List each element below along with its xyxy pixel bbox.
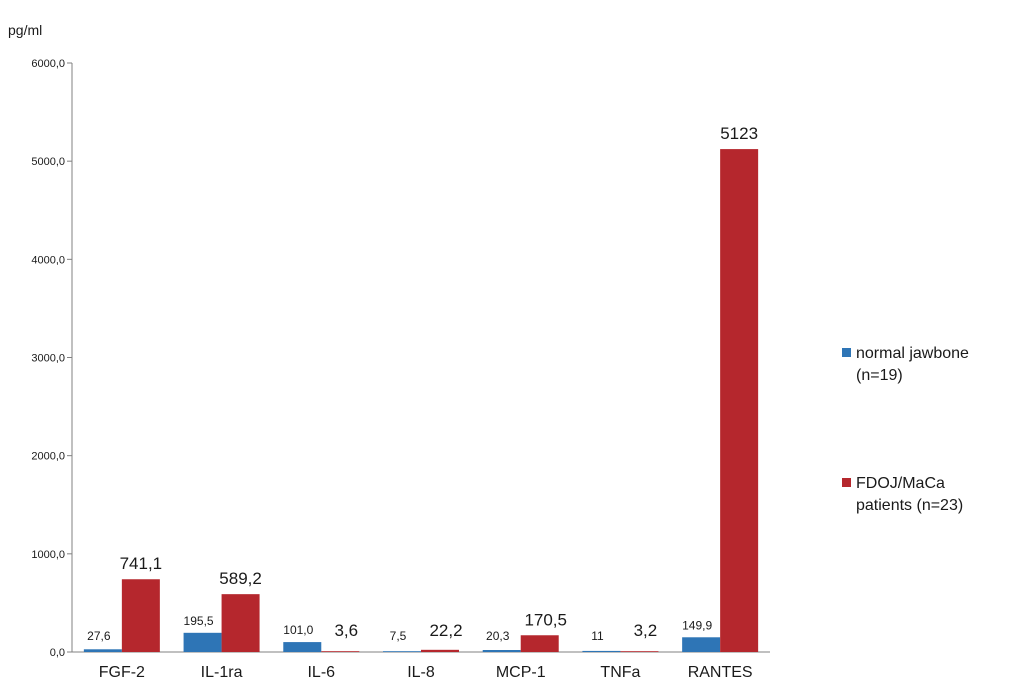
bar-fdoj-il-1ra	[221, 594, 260, 652]
data-label: 195,5	[184, 614, 214, 628]
y-tick-label: 6000,0	[31, 58, 65, 70]
category-label: RANTES	[688, 664, 753, 681]
legend-entry-text: (n=19)	[856, 367, 903, 384]
category-label: IL-8	[407, 664, 435, 681]
bar-fdoj-fgf-2	[121, 579, 160, 652]
bar-fdoj-il-8	[421, 649, 459, 652]
legend-entry-text: FDOJ/MaCa	[856, 475, 945, 492]
legend-swatch	[842, 348, 851, 357]
category-label: TNFa	[600, 664, 640, 681]
bar-normal-rantes	[682, 637, 721, 652]
data-label: 3,2	[634, 621, 658, 640]
y-tick-label: 5000,0	[31, 156, 65, 168]
y-tick-label: 0,0	[50, 647, 65, 659]
bar-normal-il-8	[383, 651, 421, 652]
legend: normal jawbone (n=19) FDOJ/MaCa patients (n…	[842, 345, 969, 514]
bar-fdoj-il-6	[321, 651, 360, 652]
bar-normal-fgf-2	[83, 649, 122, 652]
data-label: 5123	[720, 124, 758, 143]
y-tick-label: 1000,0	[31, 549, 65, 561]
data-label: 11	[591, 629, 604, 643]
category-label: IL-6	[307, 664, 335, 681]
bar-normal-il-1ra	[183, 632, 222, 652]
legend-entry-text: patients (n=23)	[856, 497, 963, 514]
category-label: MCP-1	[496, 664, 546, 681]
data-label: 741,1	[120, 554, 163, 573]
bar-normal-tnfa	[582, 650, 621, 652]
y-axis-unit-label: pg/ml	[8, 22, 42, 38]
data-label: 20,3	[486, 629, 510, 643]
y-tick-label: 3000,0	[31, 353, 65, 365]
data-label: 101,0	[283, 623, 313, 637]
data-label: 170,5	[524, 610, 567, 629]
data-label: 3,6	[334, 621, 358, 640]
data-label: 589,2	[219, 569, 262, 588]
category-label: IL-1ra	[201, 664, 243, 681]
legend-entry-text: normal jawbone	[856, 345, 969, 362]
category-label: FGF-2	[99, 664, 145, 681]
data-label: 149,9	[682, 618, 712, 632]
data-label: 22,2	[429, 621, 462, 640]
bar-fdoj-mcp-1	[520, 635, 559, 652]
bar-normal-mcp-1	[482, 650, 521, 652]
data-label: 7,5	[390, 629, 407, 643]
y-tick-label: 2000,0	[31, 451, 65, 463]
y-tick-label: 4000,0	[31, 254, 65, 266]
bar-normal-il-6	[283, 642, 322, 652]
bar-fdoj-tnfa	[620, 651, 659, 652]
legend-swatch	[842, 478, 851, 487]
data-label: 27,6	[87, 629, 111, 643]
bar-fdoj-rantes	[720, 149, 759, 652]
